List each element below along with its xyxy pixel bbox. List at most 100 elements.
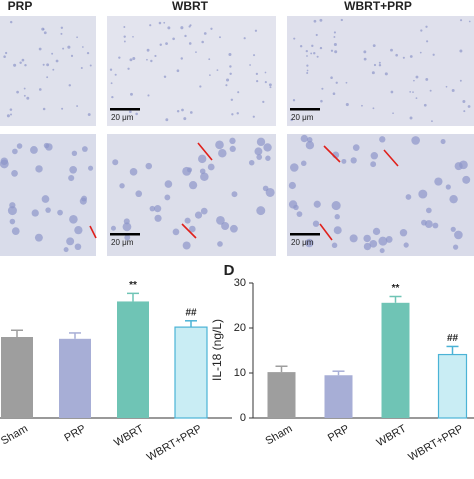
cell <box>112 159 119 166</box>
cell <box>226 78 230 82</box>
cell <box>305 49 308 53</box>
cell <box>331 201 341 211</box>
cell <box>411 136 420 145</box>
cell <box>218 36 221 39</box>
cell <box>454 230 463 240</box>
cell <box>150 59 153 63</box>
cell <box>164 180 173 188</box>
cell <box>132 35 134 38</box>
cell <box>321 87 324 90</box>
cell <box>200 207 208 215</box>
cell <box>370 152 379 160</box>
cell <box>130 92 133 96</box>
cell <box>76 36 78 39</box>
cell <box>312 220 320 227</box>
cell <box>432 222 439 229</box>
cell <box>110 225 116 231</box>
cell <box>87 165 94 171</box>
significance-label: ## <box>185 307 197 318</box>
micrograph <box>287 134 474 256</box>
cell <box>252 115 255 118</box>
cell <box>392 112 394 115</box>
cell <box>432 53 435 56</box>
cell <box>243 37 246 40</box>
cell <box>23 87 26 90</box>
cell <box>462 99 466 103</box>
cell <box>66 237 75 246</box>
cell <box>26 96 30 100</box>
cell <box>60 32 63 35</box>
cell <box>378 63 382 67</box>
cell <box>334 50 338 54</box>
micrograph <box>107 16 276 126</box>
scale-label: 20 μm <box>111 113 134 122</box>
cell <box>425 207 432 214</box>
cell <box>299 44 303 48</box>
cell <box>199 85 202 88</box>
cell <box>184 34 187 38</box>
cell <box>163 75 167 79</box>
cell <box>370 161 377 168</box>
cell <box>135 112 138 116</box>
cell <box>413 79 415 82</box>
x-tick-label: WBRT+PRP <box>406 423 465 464</box>
cell <box>208 58 211 61</box>
cell <box>31 209 39 217</box>
cell <box>69 215 78 224</box>
cell <box>390 90 394 94</box>
cell <box>110 82 113 85</box>
cell <box>3 55 6 58</box>
micrograph <box>287 16 474 126</box>
cell <box>81 146 88 152</box>
cell <box>231 113 234 116</box>
cell <box>41 195 50 203</box>
cell <box>429 89 432 92</box>
cell <box>74 243 82 251</box>
cell <box>395 53 398 57</box>
cell <box>334 214 340 220</box>
cell <box>34 233 43 242</box>
cell <box>256 154 263 160</box>
cell <box>372 107 375 110</box>
cell <box>330 49 334 52</box>
cell <box>306 64 309 67</box>
cell <box>378 236 388 246</box>
cell <box>450 226 456 232</box>
cell <box>52 68 55 71</box>
cell <box>256 137 266 147</box>
cell <box>292 99 296 102</box>
cell <box>419 51 422 54</box>
cell <box>229 65 232 68</box>
bar <box>381 302 410 418</box>
cell <box>9 20 13 24</box>
scale-bar <box>290 233 320 236</box>
cell <box>415 75 419 79</box>
cell <box>229 137 236 144</box>
cell <box>403 242 409 248</box>
cell <box>426 40 429 43</box>
cell <box>215 140 224 150</box>
y-tick-label: 0 <box>240 412 246 424</box>
cell <box>42 107 46 111</box>
cell <box>176 109 180 113</box>
cell <box>118 56 121 59</box>
cell <box>229 145 236 153</box>
micrograph <box>0 16 96 126</box>
cell <box>122 222 132 232</box>
cell <box>9 218 16 225</box>
cell <box>306 55 308 57</box>
cell <box>399 229 408 237</box>
cell <box>51 52 54 55</box>
cell <box>154 214 162 222</box>
cell <box>182 241 191 250</box>
cell <box>319 18 323 22</box>
cell <box>135 190 143 198</box>
cell <box>216 215 225 225</box>
bar <box>59 338 91 418</box>
cell <box>80 67 83 70</box>
cell <box>262 100 265 104</box>
cell <box>165 118 169 122</box>
cell <box>19 61 22 64</box>
cell <box>445 184 451 190</box>
cell <box>332 92 336 95</box>
